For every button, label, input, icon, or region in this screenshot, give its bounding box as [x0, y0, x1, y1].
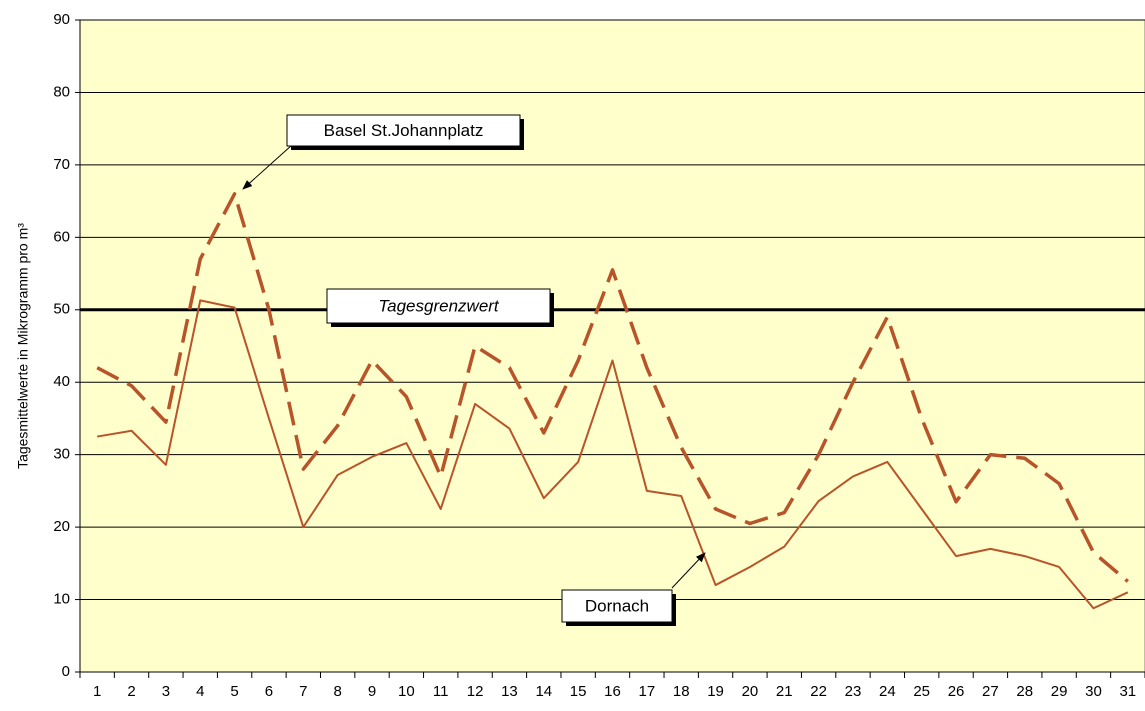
y-tick-label: 20: [53, 518, 70, 535]
x-tick-label: 16: [604, 683, 621, 700]
x-tick-label: 26: [948, 683, 965, 700]
y-tick-label: 10: [53, 591, 70, 608]
x-tick-label: 25: [913, 683, 930, 700]
series-line: [96, 192, 1129, 583]
x-tick-label: 4: [196, 683, 204, 700]
threshold-label-box: [326, 288, 551, 324]
y-axis-label: Tagesmittelwerte in Mikrogramm pro m³: [15, 223, 31, 469]
x-tick-label: 28: [1016, 683, 1033, 700]
annotation-arrow: [242, 144, 293, 190]
x-tick-label: 9: [368, 683, 376, 700]
x-tick-label: 18: [673, 683, 690, 700]
x-tick-label: 17: [639, 683, 656, 700]
y-tick-label: 80: [53, 83, 70, 100]
x-tick-label: 14: [535, 683, 552, 700]
annotation-arrow: [671, 552, 706, 589]
y-tick-label: 30: [53, 446, 70, 463]
y-tick-label: 0: [62, 663, 70, 680]
x-tick-label: 8: [333, 683, 341, 700]
y-tick-label: 50: [53, 301, 70, 318]
x-tick-label: 20: [742, 683, 759, 700]
x-tick-label: 31: [1119, 683, 1136, 700]
y-tick-label: 60: [53, 228, 70, 245]
annotation: Dornach: [585, 596, 649, 615]
x-tick-label: 1: [93, 683, 101, 700]
annotation-box: [286, 114, 521, 147]
x-tick-label: 15: [570, 683, 587, 700]
x-tick-label: 2: [127, 683, 135, 700]
x-tick-label: 11: [433, 683, 449, 700]
y-tick-label: 70: [53, 156, 70, 173]
x-tick-label: 19: [707, 683, 724, 700]
x-tick-label: 29: [1051, 683, 1068, 700]
x-tick-label: 24: [879, 683, 896, 700]
x-tick-label: 10: [398, 683, 415, 700]
x-tick-label: 23: [845, 683, 862, 700]
threshold-label: Tagesgrenzwert: [378, 296, 500, 315]
x-tick-label: 7: [299, 683, 307, 700]
x-tick-label: 6: [265, 683, 273, 700]
x-tick-label: 21: [776, 683, 793, 700]
series-line: [97, 299, 1129, 610]
x-tick-label: 22: [810, 683, 827, 700]
plot-area: [79, 19, 1145, 673]
x-tick-label: 13: [501, 683, 518, 700]
x-tick-label: 30: [1085, 683, 1102, 700]
x-tick-label: 3: [162, 683, 170, 700]
annotation: Basel St.Johannplatz: [324, 121, 484, 140]
y-tick-label: 40: [53, 373, 70, 390]
x-tick-label: 5: [230, 683, 238, 700]
annotation-box: [561, 589, 673, 623]
y-tick-label: 90: [53, 11, 70, 28]
x-tick-label: 12: [467, 683, 484, 700]
x-tick-label: 27: [982, 683, 999, 700]
